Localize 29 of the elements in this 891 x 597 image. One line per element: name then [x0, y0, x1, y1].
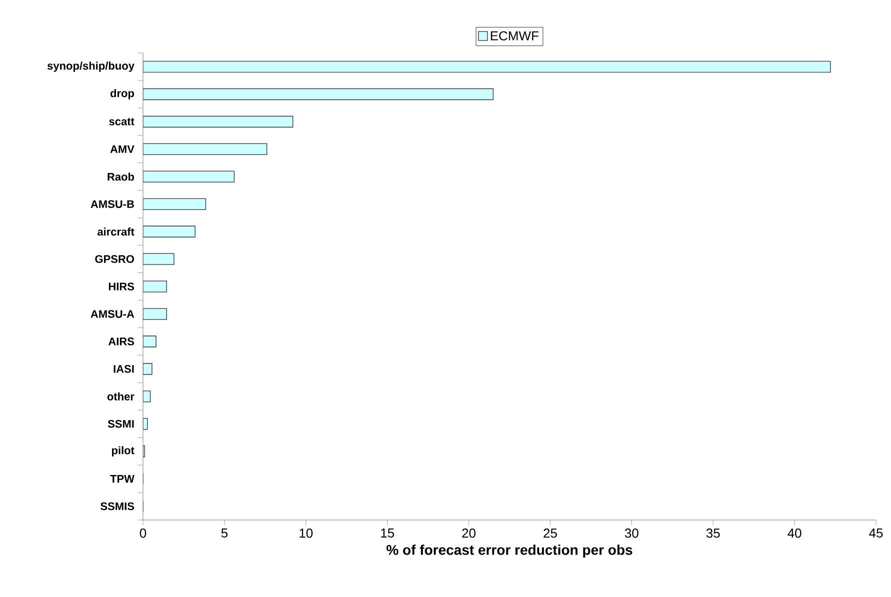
- x-tick-label: 45: [869, 528, 883, 538]
- y-tick-label: other: [107, 392, 134, 400]
- y-tick-label: IASI: [114, 365, 134, 373]
- y-tick-label: pilot: [112, 446, 134, 456]
- y-tick-label: Raob: [108, 172, 134, 181]
- y-tick-label: HIRS: [108, 282, 134, 290]
- y-tick-label: AMSU-B: [90, 200, 134, 208]
- x-tick-label: 35: [706, 528, 720, 538]
- y-tick-label: SSMIS: [100, 502, 134, 510]
- y-tick-label: synop/ship/buoy: [47, 62, 134, 72]
- y-tick-label: scatt: [109, 118, 134, 126]
- x-axis-title: % of forecast error reduction per obs: [386, 544, 632, 558]
- y-tick-label: TPW: [110, 475, 134, 483]
- legend-label: ECMWF: [490, 31, 538, 40]
- x-tick-label: 0: [140, 528, 146, 538]
- x-tick-label: 15: [381, 528, 394, 538]
- y-tick-label: AMSU-A: [90, 310, 134, 318]
- x-tick-label: 10: [300, 528, 313, 538]
- y-tick-label: GPSRO: [95, 255, 134, 263]
- x-tick-label: 25: [544, 528, 557, 538]
- y-tick-label: aircraft: [98, 228, 134, 236]
- x-tick-label: 30: [624, 528, 638, 538]
- y-tick-label: AIRS: [108, 338, 134, 346]
- y-tick-label: drop: [110, 89, 134, 100]
- x-tick-label: 20: [462, 528, 476, 538]
- x-tick-label: 5: [221, 528, 228, 538]
- y-tick-label: AMV: [110, 145, 134, 153]
- x-tick-label: 40: [788, 528, 802, 538]
- y-tick-label: SSMI: [108, 420, 134, 428]
